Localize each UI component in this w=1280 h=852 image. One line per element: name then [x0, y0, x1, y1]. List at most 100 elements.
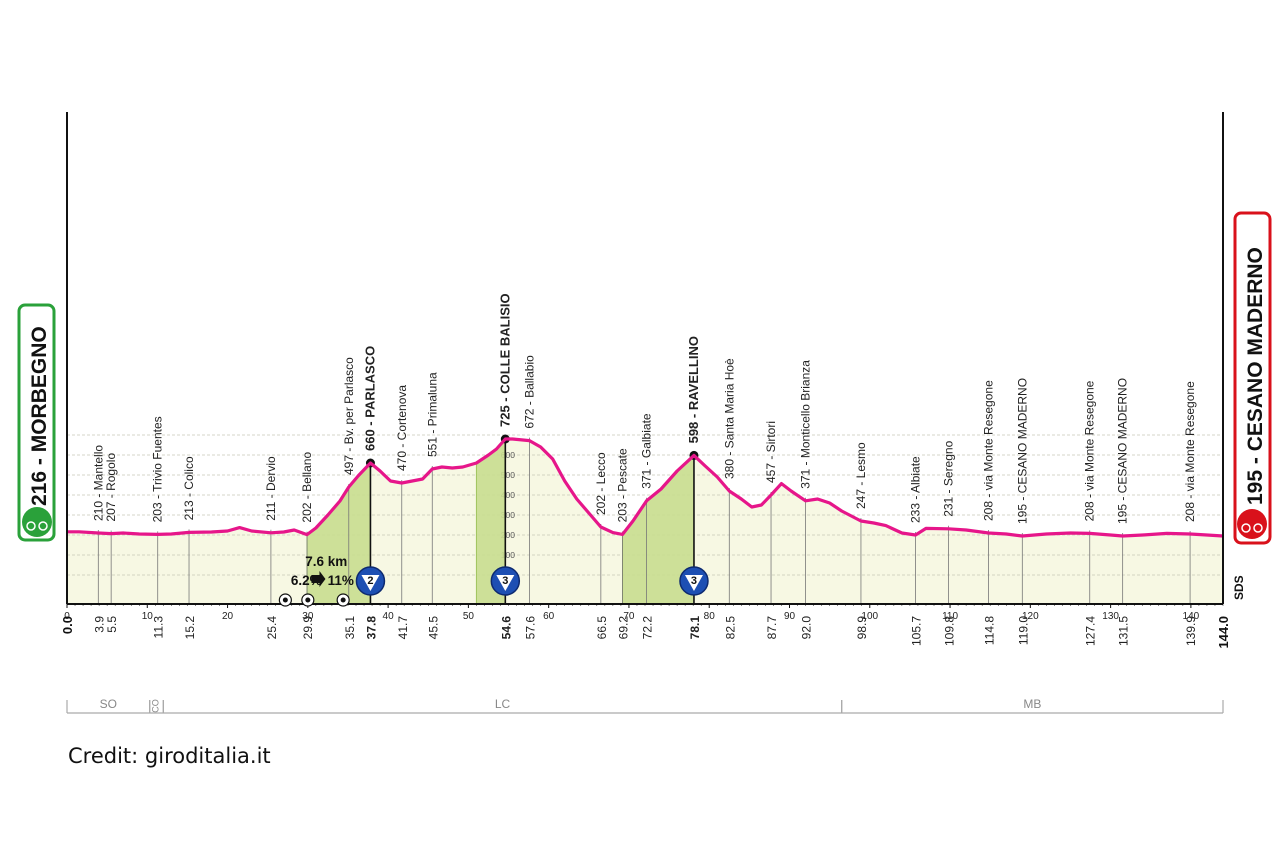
waypoint-km: 82.5 — [723, 616, 737, 640]
gradient-arrow-icon — [311, 571, 326, 587]
waypoint-label: 203 - Trivio Fuentes — [151, 416, 165, 522]
waypoint-km: 109.8 — [942, 616, 956, 646]
finish-bike-wheel — [1241, 523, 1251, 533]
region-label: SO — [100, 697, 117, 711]
waypoint-km: 25.4 — [265, 616, 279, 640]
endpoint-km: 0.0 — [60, 616, 75, 634]
waypoint-label: 247 - Lesmo — [854, 442, 868, 509]
elevation-scale-label: 600 — [501, 450, 515, 460]
tunnel-icon-dot — [282, 597, 288, 603]
waypoint-label: 598 - RAVELLINO — [686, 336, 701, 443]
sds-label: SDS — [1232, 575, 1246, 600]
waypoint-label: 725 - COLLE BALISIO — [497, 293, 512, 427]
waypoint-km: 11.3 — [152, 616, 166, 639]
axis-tick-label: 130 — [1102, 611, 1119, 622]
waypoint-km: 57.6 — [523, 616, 537, 640]
kom-triangle — [684, 575, 703, 591]
region-label: MB — [1023, 697, 1041, 711]
waypoint-label: 208 - via Monte Resegone — [1183, 381, 1197, 522]
waypoint-label: 497 - Bv. per Parlasco — [342, 357, 356, 475]
waypoint-label: 213 - Colico — [182, 456, 196, 520]
finish-bike-icon — [1237, 509, 1267, 539]
waypoint-label: 202 - Bellano — [300, 452, 314, 523]
waypoint-label: 202 - Lecco — [594, 452, 608, 515]
waypoint-km: 15.2 — [183, 616, 197, 640]
elevation-scale-label: 500 — [501, 470, 515, 480]
axis-tick-label: 100 — [861, 611, 878, 622]
waypoint-km: 105.7 — [910, 616, 924, 646]
start-bike-icon — [22, 507, 52, 537]
region-label: CO — [151, 699, 161, 713]
waypoint-km: 45.5 — [426, 616, 440, 640]
waypoint-km: 127.4 — [1084, 616, 1098, 646]
waypoint-km: 54.6 — [499, 616, 513, 640]
axis-tick-label: 60 — [543, 611, 555, 622]
waypoint-km: 92.0 — [800, 616, 814, 640]
waypoint-label: 672 - Ballabio — [522, 355, 536, 429]
kom-category: 2 — [367, 575, 373, 587]
axis-tick-label: 70 — [623, 611, 635, 622]
waypoint-label: 371 - Monticello Brianza — [799, 360, 813, 489]
waypoint-label: 371 - Galbiate — [640, 413, 654, 489]
waypoint-km: 66.5 — [595, 616, 609, 640]
credit-text: Credit: giroditalia.it — [68, 744, 271, 768]
waypoint-km: 139.9 — [1184, 616, 1198, 646]
axis-tick-label: 50 — [463, 611, 475, 622]
axis-tick-label: 40 — [383, 611, 395, 622]
waypoint-km: 72.2 — [641, 616, 655, 640]
waypoint-label: 233 - Albiate — [909, 456, 923, 523]
waypoint-km: 98.9 — [855, 616, 869, 640]
waypoint-label: 207 - Rogolo — [104, 453, 118, 522]
axis-tick-label: 10 — [142, 611, 154, 622]
axis-tick-label: 20 — [222, 611, 234, 622]
region-bar: SO CO LC MB — [66, 697, 1224, 714]
finish-label: 195 - CESANO MADERNO — [1244, 247, 1267, 505]
waypoint-km: 69.2 — [617, 616, 631, 640]
km-axis: 0 10 20 30 40 50 60 70 80 90 100 110 120 130 140 — [64, 112, 1224, 622]
start-bike-wheel — [38, 521, 48, 531]
waypoint-km: 29.9 — [301, 616, 315, 640]
start-label: 216 - MORBEGNO — [28, 326, 51, 506]
profile-polyline — [67, 437, 1224, 538]
tunnel-icon-dot — [305, 597, 311, 603]
start-finish: 216 - MORBEGNO 195 - CESANO MADERNO SDS — [17, 211, 1272, 600]
climb-area — [476, 439, 506, 604]
elevation-scale-label: 400 — [501, 490, 515, 500]
waypoint-label: 195 - CESANO MADERNO — [1116, 378, 1130, 524]
waypoint-label: 380 - Santa Maria Hoè — [722, 358, 736, 479]
kom-category: 3 — [502, 575, 508, 587]
waypoint-label: 210 - Mantello — [91, 445, 105, 521]
waypoint-label: 203 - Pescate — [616, 448, 630, 522]
waypoint-label: 208 - via Monte Resegone — [1083, 380, 1097, 521]
waypoint-km: 41.7 — [396, 616, 410, 640]
axis-tick-label: 80 — [704, 611, 716, 622]
finish-box — [1233, 211, 1272, 545]
waypoint-km: 37.8 — [364, 616, 378, 640]
profile-line — [67, 437, 1224, 538]
waypoint-label: 470 - Cortenova — [395, 385, 409, 471]
kom-markers: 2 3 37.6 km6.2% 11% — [278, 554, 709, 607]
axis-tick-label: 30 — [302, 611, 314, 622]
waypoint-label: 231 - Seregno — [941, 440, 955, 516]
region-label: LC — [495, 697, 511, 711]
start-box — [17, 303, 56, 542]
waypoint-km: 114.8 — [983, 616, 997, 645]
axis-tick-label: 0 — [64, 611, 70, 622]
waypoint-label: 208 - via Monte Resegone — [982, 380, 996, 521]
waypoint-label: 457 - Sirtori — [764, 421, 778, 483]
axis-tick-label: 110 — [942, 611, 958, 622]
waypoint-km: 3.9 — [92, 616, 106, 633]
kom-triangle — [496, 575, 515, 591]
start-bike-wheel — [26, 521, 36, 531]
axis-tick-label: 90 — [784, 611, 796, 622]
waypoint-km: 35.1 — [343, 616, 357, 640]
endpoint-km: 144.0 — [1216, 616, 1231, 649]
waypoint-label: 551 - Primaluna — [425, 372, 439, 457]
climb-area — [307, 463, 371, 604]
waypoint-label: 660 - PARLASCO — [362, 346, 377, 451]
climb-length: 7.6 km — [305, 554, 347, 569]
elevation-scale-label: 300 — [501, 510, 515, 520]
waypoint-km: 5.5 — [105, 616, 119, 633]
waypoint-label: 195 - CESANO MADERNO — [1015, 378, 1029, 524]
